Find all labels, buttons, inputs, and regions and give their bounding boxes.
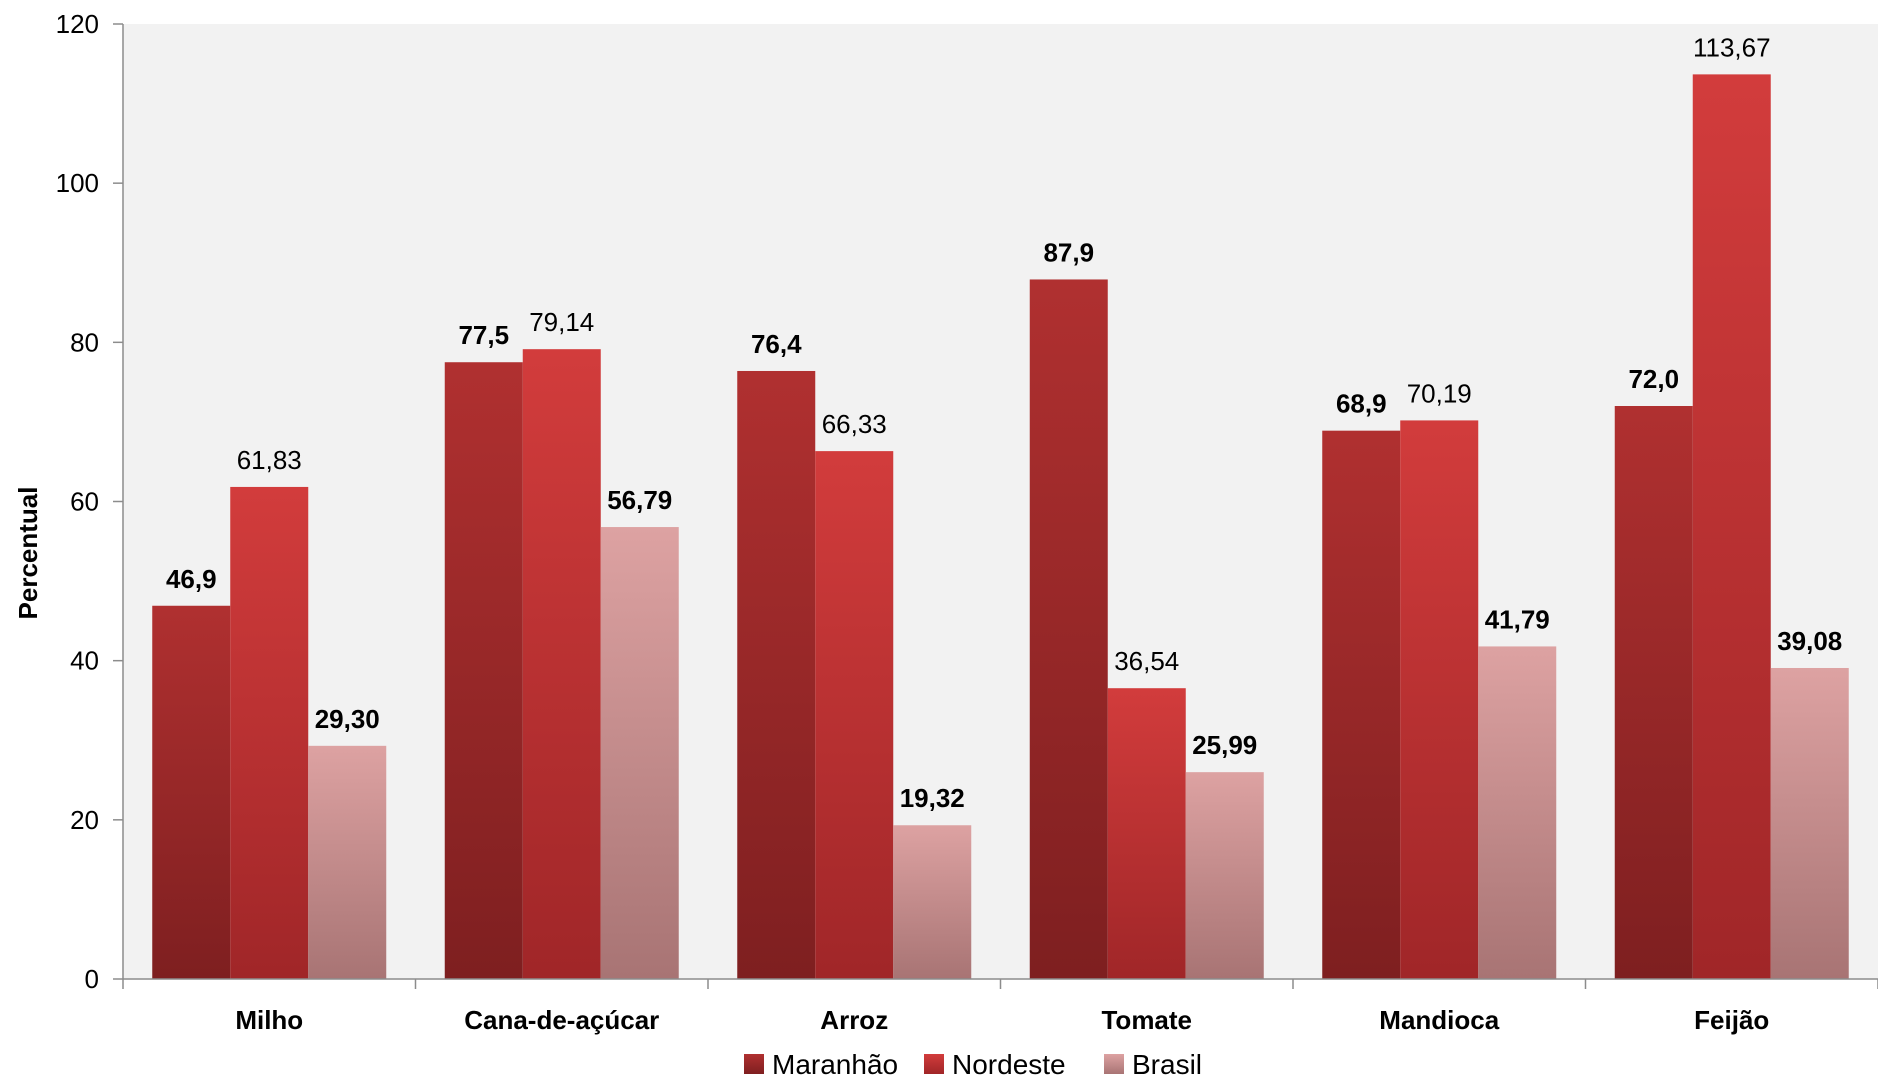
bar-brasil-milho (308, 745, 387, 979)
y-tick-label: 0 (85, 964, 99, 994)
bar-brasil-tomate (1185, 772, 1264, 979)
x-category-label-tomate: Tomate (1101, 1005, 1192, 1035)
data-label-nordeste-milho: 61,83 (237, 445, 302, 475)
bar-nordeste-milho (230, 486, 309, 979)
bar-brasil-mandioca (1478, 646, 1557, 979)
y-ticks: 0 20 40 60 80 100 120 (56, 9, 123, 994)
y-tick-label: 40 (70, 646, 99, 676)
data-label-brasil-arroz: 19,32 (900, 783, 965, 813)
bar-maranhao-milho (152, 605, 231, 979)
legend-item-maranhao: Maranhão (744, 1049, 898, 1080)
bar-maranhao-tomate (1029, 279, 1108, 979)
legend-item-brasil: Brasil (1104, 1049, 1202, 1080)
bar-maranhao-arroz (737, 370, 816, 979)
bar-nordeste-tomate (1107, 688, 1186, 979)
data-label-brasil-feijao: 39,08 (1777, 626, 1842, 656)
x-category-label-feijao: Feijão (1694, 1005, 1769, 1035)
bar-nordeste-mandioca (1400, 420, 1479, 980)
data-label-brasil-cana-de-acucar: 56,79 (607, 485, 672, 515)
legend: Maranhão Nordeste Brasil (744, 1049, 1202, 1080)
data-label-nordeste-mandioca: 70,19 (1407, 378, 1472, 408)
y-tick-label: 100 (56, 168, 99, 198)
x-category-labels: Milho Cana-de-açúcar Arroz Tomate Mandioca Fe… (235, 1005, 1769, 1035)
y-tick-label: 80 (70, 327, 99, 357)
data-label-maranhao-milho: 46,9 (166, 564, 217, 594)
legend-label-brasil: Brasil (1132, 1049, 1202, 1080)
data-labels: 46,9 61,83 29,30 77,5 79,14 56,79 76,4 66,33 19,… (166, 32, 1842, 813)
data-label-nordeste-tomate: 36,54 (1114, 646, 1179, 676)
bar-nordeste-feijao (1692, 74, 1771, 980)
data-label-brasil-tomate: 25,99 (1192, 730, 1257, 760)
legend-swatch-brasil (1104, 1054, 1124, 1074)
x-category-label-mandioca: Mandioca (1379, 1005, 1499, 1035)
y-tick-label: 120 (56, 9, 99, 39)
data-label-maranhao-cana-de-acucar: 77,5 (458, 320, 509, 350)
legend-label-nordeste: Nordeste (952, 1049, 1066, 1080)
data-label-nordeste-arroz: 66,33 (822, 409, 887, 439)
data-label-brasil-milho: 29,30 (315, 704, 380, 734)
bar-maranhao-mandioca (1322, 430, 1401, 979)
bar-maranhao-feijao (1614, 406, 1693, 979)
legend-swatch-nordeste (924, 1054, 944, 1074)
y-tick-label: 60 (70, 487, 99, 517)
data-label-maranhao-feijao: 72,0 (1628, 364, 1679, 394)
data-label-brasil-mandioca: 41,79 (1485, 604, 1550, 634)
data-label-maranhao-arroz: 76,4 (751, 329, 802, 359)
x-category-label-arroz: Arroz (820, 1005, 888, 1035)
legend-swatch-maranhao (744, 1054, 764, 1074)
bar-brasil-feijao (1770, 667, 1849, 979)
data-label-maranhao-tomate: 87,9 (1043, 237, 1094, 267)
bars-layer (152, 74, 1849, 980)
data-label-nordeste-feijao: 113,67 (1693, 32, 1771, 62)
legend-label-maranhao: Maranhão (772, 1049, 898, 1080)
data-label-maranhao-mandioca: 68,9 (1336, 389, 1387, 419)
legend-item-nordeste: Nordeste (924, 1049, 1066, 1080)
y-tick-label: 20 (70, 805, 99, 835)
bar-maranhao-cana-de-acucar (444, 362, 523, 980)
y-axis-title: Percentual (13, 487, 43, 620)
plot-area-background (123, 24, 1878, 979)
bar-nordeste-cana-de-acucar (522, 349, 601, 979)
x-category-label-milho: Milho (235, 1005, 303, 1035)
bar-nordeste-arroz (815, 451, 894, 979)
data-label-nordeste-cana-de-acucar: 79,14 (529, 307, 594, 337)
bar-brasil-cana-de-acucar (600, 527, 679, 979)
x-category-label-cana-de-acucar: Cana-de-açúcar (464, 1005, 659, 1035)
bar-brasil-arroz (893, 825, 972, 979)
